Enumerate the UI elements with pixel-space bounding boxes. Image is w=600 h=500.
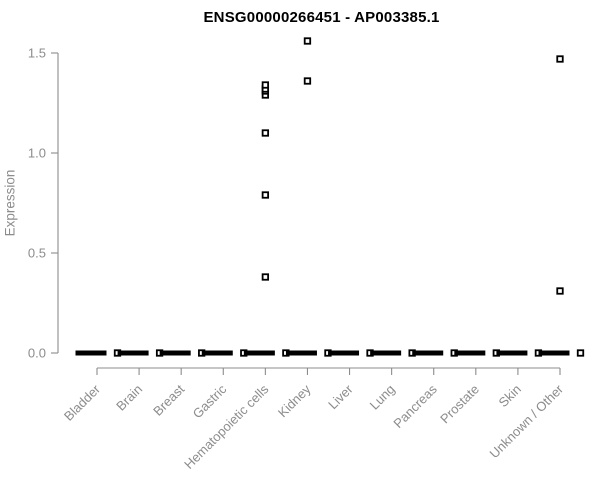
zero-cluster-bar (285, 350, 317, 356)
zero-cluster-bar (412, 350, 444, 356)
zero-cluster-bar (496, 350, 528, 356)
data-point (556, 55, 564, 63)
x-category-label: Brain (113, 382, 145, 414)
x-category-label: Kidney (275, 381, 314, 420)
zero-cluster-bar (201, 350, 233, 356)
zero-cluster-bar (328, 350, 360, 356)
data-point (261, 273, 270, 281)
zero-cluster-point (576, 349, 585, 357)
data-point (261, 81, 270, 89)
chart-title: ENSG00000266451 - AP003385.1 (203, 9, 440, 26)
y-tick-label: 0.0 (28, 346, 46, 361)
data-point (261, 191, 270, 199)
zero-cluster-bar (117, 350, 149, 356)
zero-cluster-bar (243, 350, 275, 356)
x-category-label: Bladder (61, 381, 104, 424)
x-category-label: Prostate (437, 382, 482, 427)
x-category-label: Lung (367, 382, 398, 413)
x-category-label: Unknown / Other (487, 381, 567, 461)
data-point (261, 129, 270, 137)
data-point (556, 287, 564, 295)
x-category-label: Liver (325, 381, 356, 412)
y-tick-label: 0.5 (28, 246, 46, 261)
zero-cluster-bar (454, 350, 486, 356)
zero-cluster-bar (538, 350, 570, 356)
x-category-label: Gastric (190, 381, 230, 421)
y-tick-label: 1.5 (28, 46, 46, 61)
zero-cluster-bar (75, 350, 107, 356)
y-tick-label: 1.0 (28, 146, 46, 161)
x-category-label: Pancreas (390, 381, 440, 431)
data-point (303, 77, 312, 85)
zero-cluster-bar (159, 350, 191, 356)
x-category-label: Breast (150, 381, 187, 418)
zero-cluster-bar (370, 350, 402, 356)
data-point (303, 37, 312, 45)
x-category-label: Skin (496, 382, 524, 410)
